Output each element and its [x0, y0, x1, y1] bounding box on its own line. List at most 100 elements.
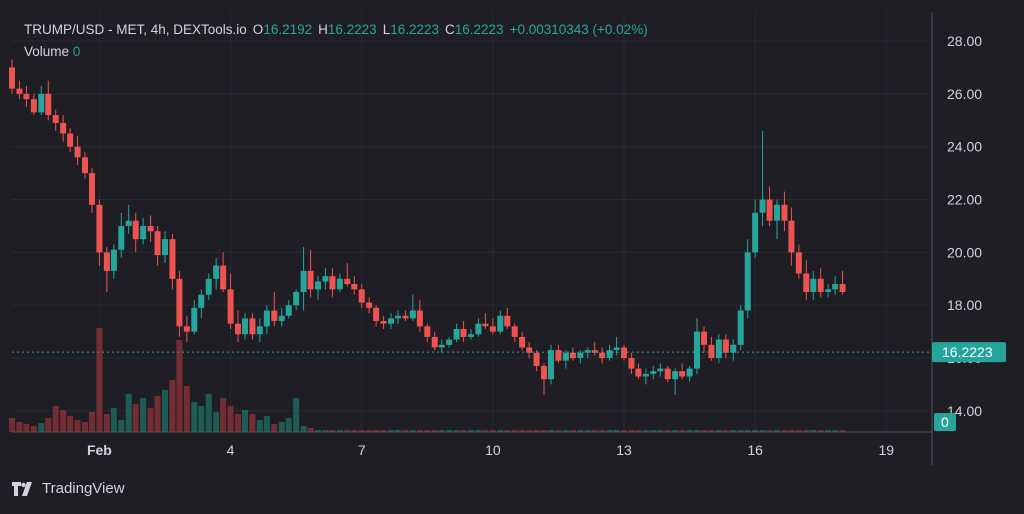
legend-change: +0.00310343 (+0.02%) — [509, 22, 648, 37]
x-tick-label: 13 — [616, 442, 632, 458]
volume-bar — [45, 418, 52, 432]
volume-bar — [220, 398, 227, 432]
candle-body — [533, 352, 540, 366]
candle-body — [45, 93, 52, 116]
volume-bar — [293, 398, 300, 432]
tradingview-logo[interactable]: TradingView — [12, 480, 125, 497]
candle-body — [402, 315, 409, 319]
volume-bar — [752, 430, 759, 432]
volume-bar — [16, 422, 23, 432]
candle-body — [366, 302, 373, 308]
candle-body — [555, 350, 562, 361]
volume-bar — [562, 430, 569, 432]
volume-bar — [759, 430, 766, 432]
candle-body — [569, 352, 576, 359]
volume-bar — [657, 430, 664, 432]
volume-bar — [60, 410, 67, 432]
candle-body — [74, 146, 81, 158]
volume-bar — [263, 416, 270, 432]
volume-bar — [351, 430, 358, 432]
candle-body — [803, 273, 810, 292]
candle-body — [9, 67, 15, 89]
candle-body — [60, 122, 67, 134]
candle-body — [67, 133, 74, 147]
volume-bar — [700, 430, 707, 432]
volume-bar — [278, 422, 285, 432]
volume-bar — [409, 430, 416, 432]
candle-body — [788, 220, 795, 253]
candle-body — [489, 326, 496, 332]
candle-body — [759, 199, 766, 213]
volume-bar — [366, 430, 373, 432]
volume-bar — [125, 394, 132, 432]
candle-body — [613, 347, 620, 351]
volume-bar — [795, 430, 802, 432]
price-tag-label: 16.2223 — [942, 344, 993, 360]
candle-body — [817, 278, 824, 292]
candle-body — [358, 289, 365, 303]
volume-bar — [300, 426, 307, 432]
candle-body — [519, 336, 526, 348]
x-tick-label: 4 — [227, 442, 235, 458]
candle-body — [344, 278, 351, 285]
candle-body — [169, 239, 176, 279]
volume-bar — [424, 430, 431, 432]
volume-bar — [315, 430, 321, 432]
candle-body — [584, 350, 591, 353]
volume-bar — [694, 430, 701, 432]
volume-bar — [460, 430, 467, 432]
volume-legend: Volume 0 — [24, 44, 80, 59]
candle-body — [781, 204, 788, 221]
candle-body — [16, 88, 23, 94]
volume-bar — [526, 430, 533, 432]
y-tick-label: 20.00 — [947, 244, 982, 260]
x-tick-label: 7 — [358, 442, 366, 458]
volume-bar — [416, 430, 423, 432]
candle-body — [642, 373, 649, 377]
volume-bar — [650, 430, 657, 432]
candle-body — [774, 204, 780, 221]
legend-symbol: TRUMP/USD - MET, 4h, DEXTools.io — [24, 22, 247, 37]
candle-body — [227, 289, 234, 324]
volume-bar — [533, 430, 540, 432]
candle-body — [118, 225, 125, 250]
volume-bar — [584, 430, 591, 432]
candle-body — [315, 281, 321, 290]
candle-body — [380, 321, 387, 324]
volume-bar — [438, 430, 445, 432]
candle-body — [752, 212, 759, 253]
candle-body — [664, 368, 671, 380]
volume-bar — [599, 430, 606, 432]
volume-bar — [118, 420, 125, 432]
volume-bar — [774, 430, 780, 432]
volume-bar — [730, 430, 737, 432]
candle-body — [82, 157, 89, 174]
candle-body — [373, 307, 380, 322]
volume-tag-box — [934, 413, 956, 431]
volume-bar — [110, 408, 117, 432]
candle-body — [110, 249, 117, 271]
volume-bar — [235, 414, 242, 432]
volume-bar — [839, 430, 846, 432]
candle-body — [154, 231, 161, 256]
brand-name: TradingView — [42, 480, 125, 497]
legend-high-value: 16.2223 — [327, 22, 377, 37]
legend-close-value: 16.2223 — [454, 22, 504, 37]
candle-body — [453, 328, 460, 340]
volume-bar — [664, 430, 671, 432]
candle-body — [562, 352, 569, 361]
candle-body — [504, 315, 511, 327]
volume-bar — [803, 430, 810, 432]
volume-bar — [446, 430, 453, 432]
volume-bar — [628, 430, 635, 432]
y-tick-label: 28.00 — [947, 33, 982, 49]
candles — [9, 59, 846, 396]
candle-body — [23, 93, 30, 100]
candle-body — [650, 371, 657, 374]
volume-bar — [817, 430, 824, 432]
candle-body — [825, 289, 832, 292]
volume-bar — [402, 430, 409, 432]
volume-bar — [504, 430, 511, 432]
